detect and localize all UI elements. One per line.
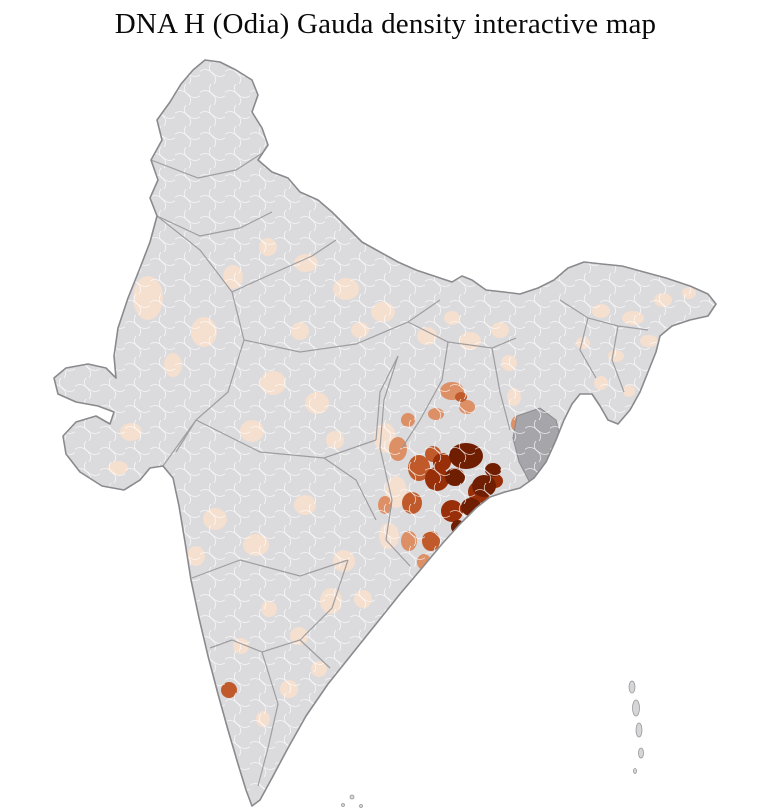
district-region-low[interactable] [654,293,672,307]
district-region-medium[interactable] [401,413,415,427]
district-region-max[interactable] [485,463,501,477]
district-region-medium[interactable] [401,531,417,551]
district-region-low[interactable] [191,317,217,347]
district-region-medium[interactable] [378,496,392,514]
district-region-low[interactable] [291,322,309,340]
district-region-low[interactable] [164,353,182,377]
district-region-max[interactable] [449,443,483,469]
district-region-low[interactable] [290,627,308,645]
district-region-low[interactable] [223,265,243,289]
district-region-low[interactable] [326,431,344,449]
district-region-low[interactable] [261,601,277,617]
island[interactable] [632,699,640,717]
district-region-max[interactable] [472,475,496,497]
district-region-medium[interactable] [459,400,475,414]
district-region-low[interactable] [260,371,286,395]
district-region-very-high[interactable] [433,453,451,471]
district-region-low[interactable] [320,588,342,614]
district-region-low[interactable] [187,546,205,566]
district-region-low[interactable] [233,638,249,654]
district-region-very-high[interactable] [460,540,474,552]
island[interactable] [638,747,644,759]
district-region-medium[interactable] [191,618,201,630]
district-region-low[interactable] [402,604,418,622]
district-region-low[interactable] [459,332,481,350]
district-region-low[interactable] [305,392,329,414]
district-region-medium[interactable] [417,554,431,570]
district-region-high[interactable] [402,492,422,514]
district-region-low[interactable] [507,388,521,406]
district-region-low[interactable] [243,534,269,556]
district-region-max[interactable] [461,498,481,516]
district-region-low[interactable] [501,355,517,371]
district-region-low[interactable] [640,335,658,347]
district-region-low[interactable] [379,523,399,549]
district-region-low[interactable] [444,311,460,325]
district-region-low[interactable] [491,322,509,338]
district-region-very-high[interactable] [461,523,479,539]
district-region-low[interactable] [354,590,372,608]
district-region-low[interactable] [133,276,163,320]
island-chain [341,680,644,808]
district-region-low[interactable] [594,376,608,390]
district-region-high[interactable] [439,548,455,564]
district-region-low[interactable] [371,302,395,322]
district-region-medium[interactable] [389,437,407,461]
district-region-low[interactable] [294,254,318,272]
district-region-low[interactable] [623,385,635,397]
district-region-medium[interactable] [428,408,444,420]
island[interactable] [635,722,643,738]
district-region-high[interactable] [482,506,498,522]
district-region-low[interactable] [108,461,128,475]
district-region-low[interactable] [622,311,644,325]
district-region-low[interactable] [294,495,316,515]
district-region-low[interactable] [592,304,610,318]
district-region-low[interactable] [203,508,227,530]
district-region-high[interactable] [455,392,467,402]
district-region-low[interactable] [311,661,327,677]
district-region-low[interactable] [333,278,359,300]
island[interactable] [359,804,363,808]
island[interactable] [349,794,355,800]
district-region-high[interactable] [422,531,440,551]
district-region-low[interactable] [120,423,142,441]
district-region-low[interactable] [682,287,696,299]
district-region-low[interactable] [351,322,369,338]
district-region-low[interactable] [608,350,624,362]
district-region-low[interactable] [333,550,355,572]
district-region-very-high[interactable] [441,500,463,522]
page-title: DNA H (Odia) Gauda density interactive m… [114,8,657,40]
island[interactable] [628,680,636,694]
district-region-low[interactable] [576,337,590,349]
district-region-low[interactable] [256,711,270,727]
district-region-high[interactable] [221,682,237,698]
district-region-low[interactable] [259,238,277,256]
district-region-low[interactable] [417,327,437,345]
island[interactable] [633,768,637,774]
island[interactable] [341,803,345,807]
district-region-low[interactable] [280,680,298,698]
district-region-low[interactable] [240,420,264,442]
district-region-max[interactable] [445,468,465,486]
district-region-max[interactable] [451,520,465,534]
district-region-low[interactable] [423,575,441,597]
